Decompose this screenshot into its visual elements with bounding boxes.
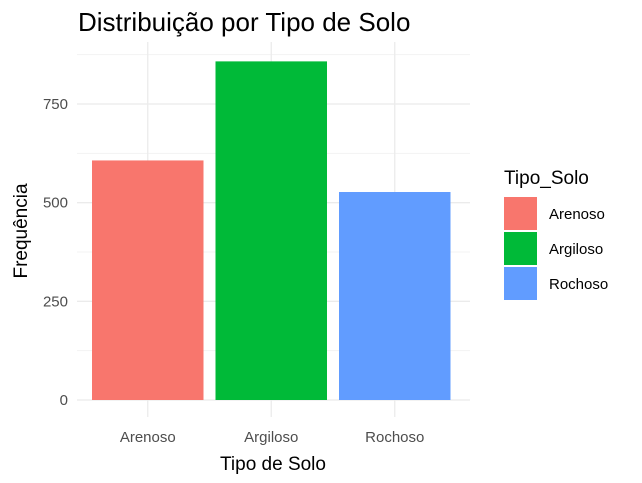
x-tick-label: Arenoso [120, 429, 176, 446]
legend-label: Arenoso [549, 206, 605, 223]
legend-label: Rochoso [549, 276, 608, 293]
x-tick-label: Rochoso [365, 429, 424, 446]
x-axis-title: Tipo de Solo [220, 454, 326, 475]
x-tick-labels: Arenoso Argiloso Rochoso [120, 429, 425, 446]
y-tick-label: 500 [43, 195, 68, 212]
chart-title: Distribuição por Tipo de Solo [78, 7, 410, 37]
bar-arenoso [92, 160, 204, 400]
y-tick-label: 250 [43, 293, 68, 310]
bar-rochoso [339, 192, 451, 400]
bar-argiloso [215, 61, 327, 400]
y-tick-label: 750 [43, 96, 68, 113]
x-tick-label: Argiloso [244, 429, 298, 446]
legend-label: Argiloso [549, 241, 603, 258]
legend-swatch [504, 232, 537, 265]
legend-title: Tipo_Solo [504, 168, 589, 189]
legend-swatch [504, 197, 537, 230]
legend: Tipo_Solo Arenoso Argiloso Rochoso [504, 168, 608, 300]
legend-swatch [504, 267, 537, 300]
y-tick-label: 0 [60, 392, 68, 409]
y-tick-labels: 0 250 500 750 [43, 96, 68, 409]
bars [92, 61, 451, 400]
y-axis-title: Frequência [11, 183, 32, 278]
